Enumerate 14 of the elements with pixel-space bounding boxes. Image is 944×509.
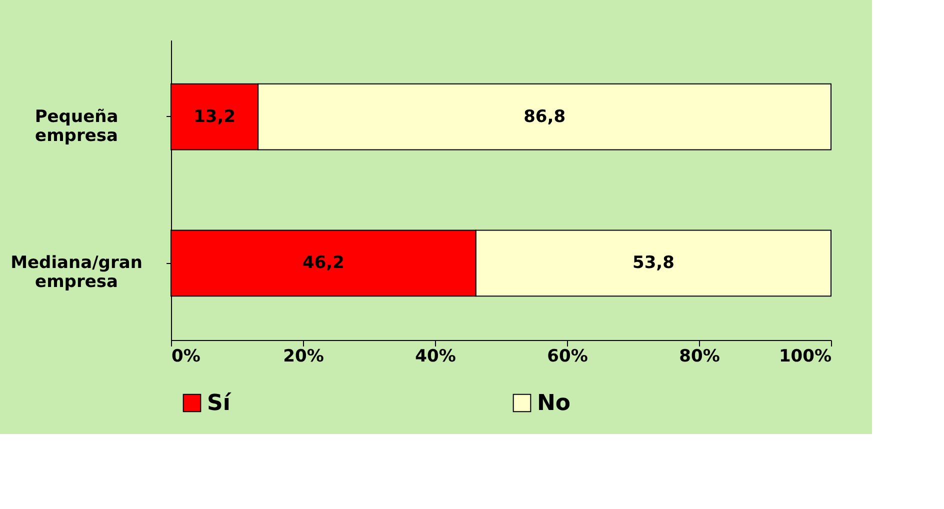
y-tick-label: Pequeña empresa [34,106,118,146]
x-tick-label: 100% [778,346,832,366]
y-tick-label: Mediana/gran empresa [10,253,142,292]
legend-label: Sí [207,391,232,416]
x-tick-label: 80% [679,346,720,366]
data-label: 13,2 [194,106,236,127]
x-tick-label: 20% [283,346,324,366]
legend-label: No [537,391,571,416]
x-tick-label: 40% [415,346,456,366]
x-tick-label: 60% [547,346,588,366]
data-label: 46,2 [302,253,344,274]
data-label: 86,8 [524,106,566,127]
x-tick-label: 0% [172,346,200,366]
data-label: 53,8 [632,253,674,274]
